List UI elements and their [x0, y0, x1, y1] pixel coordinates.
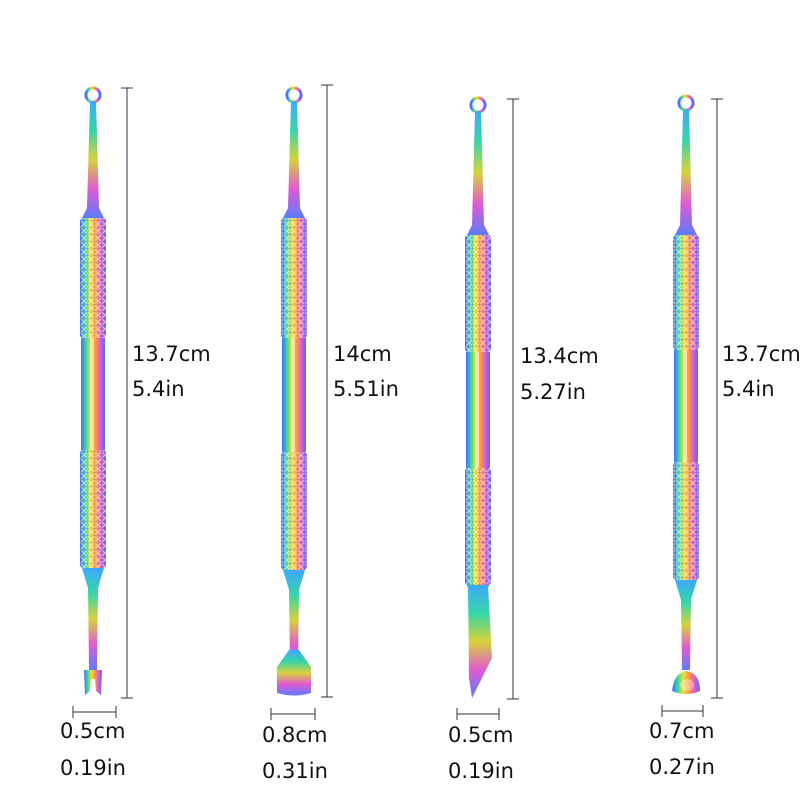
width-in-label: 0.31in — [262, 759, 328, 783]
length-cm-label: 13.4cm — [520, 344, 599, 368]
width-dimension-line — [72, 706, 117, 718]
nail-tool — [672, 94, 700, 694]
handle-highlight — [475, 352, 479, 468]
width-dimension-line — [270, 708, 316, 720]
length-in-label: 5.51in — [333, 377, 399, 401]
top-neck — [467, 111, 489, 235]
length-dimension-line — [121, 87, 133, 699]
width-in-label: 0.19in — [448, 759, 514, 783]
scoop-shine — [680, 679, 694, 691]
knurl-texture — [673, 462, 699, 580]
knurl-texture — [465, 468, 491, 585]
width-cm-label: 0.5cm — [60, 719, 126, 743]
width-dimension-line — [661, 705, 704, 717]
length-in-label: 5.4in — [722, 377, 775, 401]
length-dimension-line — [321, 84, 333, 698]
length-cm-label: 13.7cm — [722, 342, 800, 366]
length-dimension-line — [507, 98, 519, 700]
handle-highlight — [90, 338, 94, 450]
knurl-texture — [80, 450, 106, 568]
ring-loop-icon — [285, 86, 303, 104]
knurl-texture — [281, 452, 307, 570]
knurl-texture — [465, 235, 491, 352]
width-in-label: 0.19in — [60, 756, 126, 780]
nail-tool — [465, 96, 492, 698]
width-dimension-line — [456, 708, 500, 720]
nail-tool — [277, 86, 311, 696]
handle-highlight — [291, 338, 295, 452]
flat-spatula-tip-icon — [277, 650, 311, 696]
bottom-neck — [82, 568, 104, 670]
ring-loop-icon — [677, 94, 695, 112]
width-cm-label: 0.5cm — [448, 723, 514, 747]
bottom-neck — [675, 580, 697, 670]
length-cm-label: 13.7cm — [132, 342, 211, 366]
angled-blade-tip-icon — [468, 585, 492, 698]
knurl-texture — [80, 218, 106, 338]
handle-highlight — [683, 350, 687, 462]
top-neck — [82, 101, 104, 218]
ring-loop-icon — [469, 96, 487, 114]
bottom-neck — [283, 570, 305, 670]
forked-pusher-tip-icon — [84, 670, 102, 695]
length-in-label: 5.27in — [520, 380, 586, 404]
top-neck — [675, 109, 697, 235]
top-neck — [283, 101, 305, 218]
scoop-spoon-tip-icon — [672, 671, 700, 694]
length-in-label: 5.4in — [132, 377, 185, 401]
length-dimension-line — [711, 98, 723, 699]
width-in-label: 0.27in — [649, 755, 715, 779]
nail-tool — [80, 86, 106, 695]
width-cm-label: 0.7cm — [649, 719, 715, 743]
knurl-texture — [281, 218, 307, 338]
width-cm-label: 0.8cm — [262, 723, 328, 747]
ring-loop-icon — [84, 86, 102, 104]
knurl-texture — [673, 235, 699, 350]
length-cm-label: 14cm — [333, 342, 392, 366]
